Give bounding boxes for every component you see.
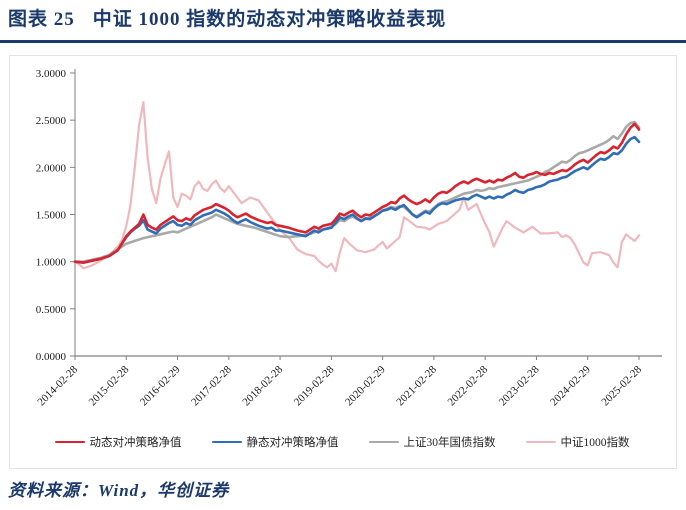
legend-label: 静态对冲策略净值	[246, 437, 339, 449]
series-line-static-hedge-nav	[73, 135, 641, 264]
chart-plot-area: 0.0000 0.5000 1.0000 1.5000 2.0000 2.5000 3.00…	[35, 68, 662, 408]
y-axis-tick-label: 0.0000	[36, 351, 67, 363]
y-axis-tick-label: 2.5000	[36, 115, 67, 127]
y-axis-tick-label: 1.0000	[36, 257, 67, 269]
x-axis-tick-label: 2017-02-28	[189, 363, 234, 408]
legend-item-sse-30y-bond-index: 上证30年国债指数	[368, 434, 496, 450]
y-axis-tick-label: 0.5000	[36, 304, 67, 316]
legend-label: 上证30年国债指数	[403, 437, 496, 449]
x-axis-tick-label: 2019-02-28	[292, 363, 337, 408]
x-axis-tick-label: 2015-02-28	[87, 363, 132, 408]
legend-item-csi-1000-index: 中证1000指数	[525, 434, 630, 450]
x-axis-tick-label: 2018-02-28	[240, 363, 285, 408]
x-axis-tick-label: 2022-02-28	[446, 363, 491, 408]
legend-item-static-hedge-nav: 静态对冲策略净值	[211, 434, 339, 450]
legend-label: 动态对冲策略净值	[89, 437, 182, 449]
legend-item-dynamic-hedge-nav: 动态对冲策略净值	[54, 434, 182, 450]
figure-number-label: 图表 25	[8, 9, 75, 30]
data-source-note: 资料来源：Wind，华创证券	[8, 481, 230, 500]
legend-line-swatch	[368, 440, 399, 444]
x-axis-tick-label: 2025-02-28	[599, 363, 644, 408]
y-axis-tick-label: 3.0000	[36, 68, 67, 80]
figure-title: 图表 25 中证 1000 指数的动态对冲策略收益表现	[8, 4, 446, 31]
title-divider-rule	[0, 40, 686, 43]
x-axis-tick-label: 2014-02-28	[35, 363, 80, 408]
series-line-csi-1000-index	[73, 101, 641, 273]
legend-line-swatch	[525, 440, 556, 444]
y-axis-tick-label: 2.0000	[36, 162, 67, 174]
legend-label: 中证1000指数	[560, 437, 630, 449]
line-chart: 0.0000 0.5000 1.0000 1.5000 2.0000 2.5000 3.00…	[9, 55, 677, 469]
x-axis-tick-label: 2021-02-28	[394, 363, 439, 408]
series-line-dynamic-hedge-nav	[73, 122, 641, 264]
series-line-sse-30y-bond-index	[73, 120, 641, 263]
chart-legend: 动态对冲策略净值 静态对冲策略净值 上证30年国债指数 中证1000指数	[10, 434, 674, 450]
figure-title-text: 中证 1000 指数的动态对冲策略收益表现	[92, 9, 447, 30]
legend-line-swatch	[54, 440, 85, 444]
y-axis-tick-label: 1.5000	[36, 210, 67, 222]
x-axis-tick-label: 2023-02-28	[497, 363, 542, 408]
legend-line-swatch	[211, 440, 242, 444]
x-axis-tick-label: 2020-02-29	[343, 363, 388, 408]
x-axis-tick-label: 2016-02-29	[138, 363, 183, 408]
x-axis-tick-label: 2024-02-29	[548, 363, 593, 408]
